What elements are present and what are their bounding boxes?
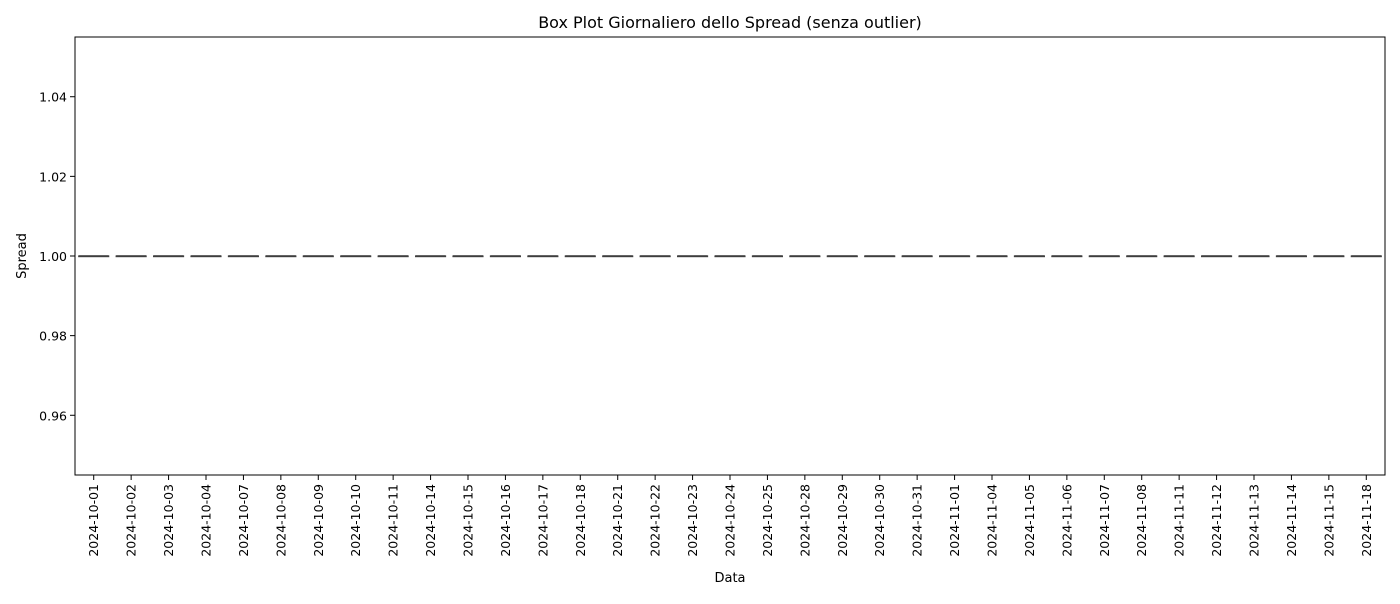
x-axis: 2024-10-01 2024-10-02 2024-10-03 2024-10-04… [86, 475, 1374, 557]
x-tick-label: 2024-11-14 [1284, 484, 1299, 557]
x-tick-label: 2024-10-11 [386, 484, 401, 557]
box-2024-10-17 [527, 255, 559, 258]
box-series [78, 255, 1382, 258]
x-tick-label: 2024-11-05 [1022, 484, 1037, 557]
x-tick-label: 2024-10-31 [910, 484, 925, 557]
x-tick-label: 2024-11-12 [1209, 484, 1224, 557]
box-2024-10-30 [864, 255, 896, 258]
box-2024-10-25 [751, 255, 784, 258]
x-tick-label: 2024-10-24 [723, 484, 738, 557]
box-2024-10-31 [901, 255, 933, 258]
box-2024-10-29 [826, 255, 858, 258]
box-2024-10-07 [227, 255, 259, 258]
x-tick-label: 2024-10-15 [461, 484, 476, 557]
x-tick-label: 2024-10-25 [760, 484, 775, 557]
y-tick-label: 0.96 [39, 408, 67, 423]
box-2024-11-18 [1350, 255, 1382, 258]
box-2024-10-02 [115, 255, 147, 258]
x-tick-label: 2024-10-23 [685, 484, 700, 557]
box-2024-11-12 [1200, 255, 1233, 258]
x-tick-label: 2024-10-16 [498, 484, 513, 557]
x-tick-label: 2024-10-28 [797, 484, 812, 557]
x-tick-label: 2024-11-15 [1321, 484, 1336, 557]
box-2024-10-11 [377, 255, 409, 258]
box-2024-10-04 [190, 255, 222, 258]
x-tick-label: 2024-10-09 [311, 484, 326, 557]
box-2024-10-08 [265, 255, 297, 258]
box-2024-10-24 [714, 255, 746, 258]
box-2024-10-22 [639, 255, 671, 258]
y-tick-label: 1.02 [39, 169, 67, 184]
box-2024-11-06 [1051, 255, 1083, 258]
x-tick-label: 2024-11-01 [947, 484, 962, 557]
x-tick-label: 2024-10-08 [273, 484, 288, 557]
box-2024-11-13 [1238, 255, 1270, 258]
y-tick-label: 1.00 [39, 249, 67, 264]
y-axis: 0.96 0.98 1.00 1.02 1.04 [39, 90, 75, 423]
box-2024-11-15 [1313, 255, 1345, 258]
x-tick-label: 2024-10-21 [610, 484, 625, 557]
box-2024-10-01 [78, 255, 110, 258]
box-2024-10-10 [340, 255, 372, 258]
box-2024-11-14 [1275, 255, 1308, 258]
chart-title: Box Plot Giornaliero dello Spread (senza… [538, 13, 922, 32]
x-tick-label: 2024-10-18 [573, 484, 588, 557]
x-tick-label: 2024-11-18 [1359, 484, 1374, 557]
box-2024-11-07 [1088, 255, 1120, 258]
box-2024-10-21 [602, 255, 634, 258]
x-tick-label: 2024-11-11 [1172, 484, 1187, 557]
x-tick-label: 2024-10-22 [648, 484, 663, 557]
y-axis-label: Spread [15, 233, 30, 279]
x-tick-label: 2024-10-30 [872, 484, 887, 557]
box-2024-10-14 [415, 255, 447, 258]
box-2024-10-09 [302, 255, 334, 258]
x-tick-label: 2024-11-04 [985, 484, 1000, 557]
box-2024-10-23 [676, 255, 709, 258]
box-2024-11-04 [976, 255, 1008, 258]
box-2024-10-28 [789, 255, 821, 258]
box-2024-10-15 [452, 255, 484, 258]
x-tick-label: 2024-10-29 [835, 484, 850, 557]
box-2024-11-11 [1163, 255, 1195, 258]
x-axis-label: Data [714, 571, 745, 586]
box-2024-11-01 [938, 255, 971, 258]
box-2024-11-08 [1126, 255, 1158, 258]
box-2024-10-03 [153, 255, 185, 258]
x-tick-label: 2024-10-03 [161, 484, 176, 557]
x-tick-label: 2024-11-06 [1059, 484, 1074, 557]
y-tick-label: 1.04 [39, 90, 67, 105]
box-2024-10-18 [564, 255, 596, 258]
x-tick-label: 2024-11-07 [1097, 484, 1112, 557]
x-tick-label: 2024-10-17 [535, 484, 550, 557]
x-tick-label: 2024-10-14 [423, 484, 438, 557]
x-tick-label: 2024-10-04 [199, 484, 214, 557]
x-tick-label: 2024-10-07 [236, 484, 251, 557]
x-tick-label: 2024-11-08 [1134, 484, 1149, 557]
x-tick-label: 2024-11-13 [1247, 484, 1262, 557]
box-2024-10-16 [489, 255, 522, 258]
box-2024-11-05 [1013, 255, 1046, 258]
x-tick-label: 2024-10-02 [124, 484, 139, 557]
y-tick-label: 0.98 [39, 329, 67, 344]
x-tick-label: 2024-10-10 [348, 484, 363, 557]
x-tick-label: 2024-10-01 [86, 484, 101, 557]
